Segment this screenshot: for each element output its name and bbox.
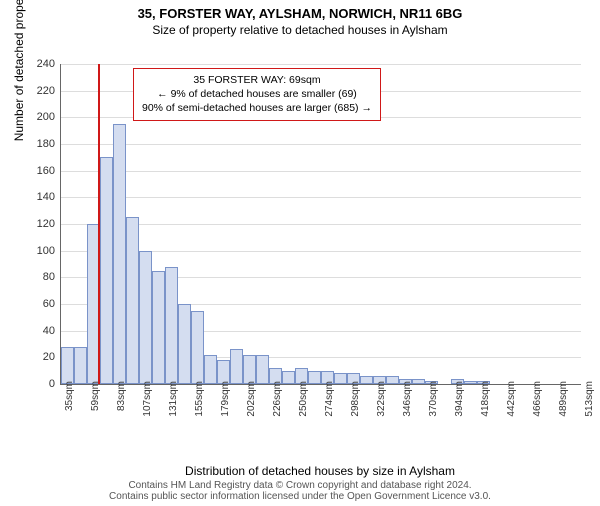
- ytick-label: 120: [25, 218, 55, 230]
- ytick-label: 40: [25, 325, 55, 337]
- xtick-label: 466sqm: [532, 381, 543, 417]
- xtick-label: 155sqm: [194, 381, 205, 417]
- ytick-label: 220: [25, 85, 55, 97]
- histogram-bar: [113, 124, 126, 384]
- ytick-label: 200: [25, 111, 55, 123]
- xtick-label: 226sqm: [272, 381, 283, 417]
- callout-line: 35 FORSTER WAY: 69sqm: [142, 73, 372, 87]
- callout-line: ← 9% of detached houses are smaller (69): [142, 87, 372, 101]
- grid-line: [61, 64, 581, 65]
- footer-line: Contains public sector information licen…: [0, 491, 600, 502]
- xtick-label: 131sqm: [168, 381, 179, 417]
- xtick-label: 83sqm: [116, 381, 127, 411]
- ytick-label: 100: [25, 245, 55, 257]
- histogram-plot: 02040608010012014016018020022024035 FORS…: [60, 64, 581, 385]
- histogram-bar: [152, 271, 165, 384]
- histogram-bar: [191, 311, 204, 384]
- histogram-bar: [282, 371, 295, 384]
- xtick-label: 274sqm: [324, 381, 335, 417]
- footer-attribution: Contains HM Land Registry data © Crown c…: [0, 480, 600, 502]
- xtick-label: 442sqm: [506, 381, 517, 417]
- ytick-label: 160: [25, 165, 55, 177]
- histogram-bar: [334, 373, 347, 384]
- histogram-bar: [308, 371, 321, 384]
- histogram-bar: [126, 217, 139, 384]
- xtick-label: 513sqm: [584, 381, 595, 417]
- xtick-label: 202sqm: [246, 381, 257, 417]
- histogram-bar: [204, 355, 217, 384]
- histogram-bar: [139, 251, 152, 384]
- histogram-bar: [230, 349, 243, 384]
- footer-line: Contains HM Land Registry data © Crown c…: [0, 480, 600, 491]
- histogram-bar: [386, 376, 399, 384]
- xtick-label: 346sqm: [402, 381, 413, 417]
- grid-line: [61, 224, 581, 225]
- callout-line: 90% of semi-detached houses are larger (…: [142, 101, 372, 115]
- histogram-bar: [100, 157, 113, 384]
- xtick-label: 394sqm: [454, 381, 465, 417]
- ytick-label: 60: [25, 298, 55, 310]
- histogram-bar: [243, 355, 256, 384]
- histogram-bar: [178, 304, 191, 384]
- xtick-label: 250sqm: [298, 381, 309, 417]
- xtick-label: 489sqm: [558, 381, 569, 417]
- ytick-label: 240: [25, 58, 55, 70]
- ytick-label: 80: [25, 271, 55, 283]
- xtick-label: 179sqm: [220, 381, 231, 417]
- ytick-label: 20: [25, 351, 55, 363]
- histogram-bar: [412, 379, 425, 384]
- histogram-bar: [464, 381, 477, 384]
- callout-box: 35 FORSTER WAY: 69sqm← 9% of detached ho…: [133, 68, 381, 121]
- chart-container: Number of detached properties 0204060801…: [60, 64, 580, 424]
- x-axis-label: Distribution of detached houses by size …: [60, 464, 580, 478]
- histogram-bar: [360, 376, 373, 384]
- histogram-bar: [256, 355, 269, 384]
- ytick-label: 180: [25, 138, 55, 150]
- xtick-label: 322sqm: [376, 381, 387, 417]
- xtick-label: 35sqm: [64, 381, 75, 411]
- ytick-label: 140: [25, 191, 55, 203]
- histogram-bar: [74, 347, 87, 384]
- page-title: 35, FORSTER WAY, AYLSHAM, NORWICH, NR11 …: [0, 6, 600, 21]
- ytick-label: 0: [25, 378, 55, 390]
- xtick-label: 418sqm: [480, 381, 491, 417]
- marker-line: [98, 64, 100, 384]
- y-axis-label: Number of detached properties: [12, 0, 26, 141]
- grid-line: [61, 144, 581, 145]
- histogram-bar: [61, 347, 74, 384]
- xtick-label: 370sqm: [428, 381, 439, 417]
- histogram-bar: [165, 267, 178, 384]
- xtick-label: 59sqm: [90, 381, 101, 411]
- grid-line: [61, 197, 581, 198]
- xtick-label: 107sqm: [142, 381, 153, 417]
- page-subtitle: Size of property relative to detached ho…: [0, 23, 600, 37]
- xtick-label: 298sqm: [350, 381, 361, 417]
- grid-line: [61, 171, 581, 172]
